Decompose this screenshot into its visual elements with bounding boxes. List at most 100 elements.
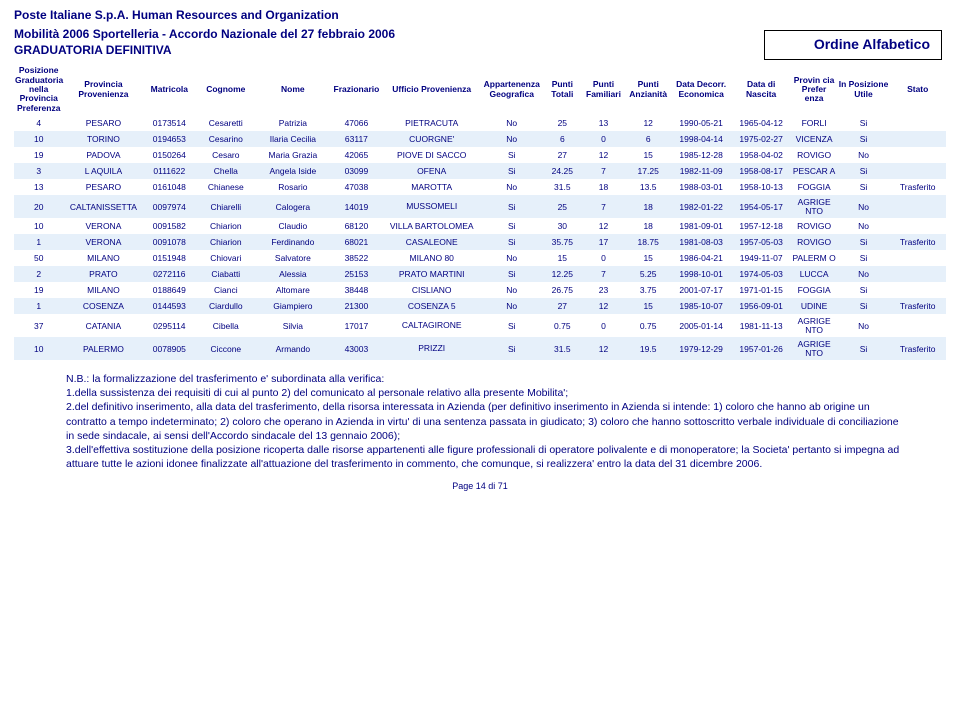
cell-cog: Ciabatti [195,266,256,282]
cell-util: Si [838,163,890,179]
cell-uff: COSENZA 5 [383,298,479,314]
cell-fraz: 63117 [329,131,383,147]
cell-fraz: 68021 [329,234,383,250]
cell-pref: AGRIGE NTO [791,195,838,218]
cell-pt: 30 [543,218,581,234]
cell-mat: 0091582 [143,218,195,234]
cell-mat: 0091078 [143,234,195,250]
cell-prov: TORINO [63,131,143,147]
cell-geo: Si [480,266,544,282]
col-header: Cognome [195,64,256,115]
cell-de: 1982-01-22 [671,195,732,218]
table-row: 1COSENZA0144593CiardulloGiampiero21300CO… [14,298,946,314]
cell-de: 2001-07-17 [671,282,732,298]
cell-pa: 19.5 [626,337,671,360]
cell-cog: Ciccone [195,337,256,360]
cell-pt: 31.5 [543,179,581,195]
cell-mat: 0151948 [143,250,195,266]
cell-pa: 15 [626,250,671,266]
cell-prov: L AQUILA [63,163,143,179]
cell-pf: 12 [581,298,626,314]
cell-stato: Trasferito [889,234,946,250]
footnote: N.B.: la formalizzazione del trasferimen… [66,372,906,471]
cell-pf: 17 [581,234,626,250]
cell-mat: 0144593 [143,298,195,314]
cell-nome: Patrizia [256,115,329,131]
cell-prov: COSENZA [63,298,143,314]
cell-prov: PADOVA [63,147,143,163]
cell-stato [889,250,946,266]
cell-util: Si [838,337,890,360]
cell-pf: 12 [581,337,626,360]
cell-uff: CASALEONE [383,234,479,250]
col-header: Data Decorr. Economica [671,64,732,115]
cell-util: No [838,218,890,234]
cell-geo: Si [480,218,544,234]
cell-mat: 0150264 [143,147,195,163]
table-row: 1VERONA0091078ChiarionFerdinando68021CAS… [14,234,946,250]
cell-prov: PESARO [63,115,143,131]
cell-uff: MUSSOMELI [383,195,479,218]
cell-cog: Chella [195,163,256,179]
cell-stato [889,115,946,131]
cell-dn: 1954-05-17 [732,195,791,218]
cell-de: 2005-01-14 [671,314,732,337]
cell-pref: LUCCA [791,266,838,282]
table-row: 10VERONA0091582ChiarionClaudio68120VILLA… [14,218,946,234]
table-row: 10PALERMO0078905CicconeArmando43003PRIZZ… [14,337,946,360]
title-line1: Mobilità 2006 Sportelleria - Accordo Naz… [14,27,395,41]
cell-pt: 31.5 [543,337,581,360]
cell-cog: Chianese [195,179,256,195]
cell-nome: Silvia [256,314,329,337]
col-header: Punti Anzianità [626,64,671,115]
cell-pos: 19 [14,282,63,298]
cell-geo: No [480,282,544,298]
cell-prov: MILANO [63,250,143,266]
cell-pa: 13.5 [626,179,671,195]
cell-stato: Trasferito [889,337,946,360]
ordine-label: Ordine Alfabetico [814,36,930,52]
cell-pref: UDINE [791,298,838,314]
cell-mat: 0097974 [143,195,195,218]
cell-pref: FOGGIA [791,179,838,195]
cell-stato [889,282,946,298]
cell-stato [889,195,946,218]
cell-pos: 10 [14,218,63,234]
cell-de: 1986-04-21 [671,250,732,266]
cell-pf: 7 [581,266,626,282]
cell-stato: Trasferito [889,298,946,314]
col-header: Stato [889,64,946,115]
cell-de: 1981-08-03 [671,234,732,250]
cell-pos: 10 [14,131,63,147]
col-header: Ufficio Provenienza [383,64,479,115]
cell-pf: 23 [581,282,626,298]
cell-pa: 3.75 [626,282,671,298]
cell-stato: Trasferito [889,179,946,195]
col-header: Punti Familiari [581,64,626,115]
cell-prov: MILANO [63,282,143,298]
cell-pf: 13 [581,115,626,131]
cell-uff: MILANO 80 [383,250,479,266]
cell-de: 1998-04-14 [671,131,732,147]
cell-mat: 0295114 [143,314,195,337]
table-row: 20CALTANISSETTA0097974ChiarelliCalogera1… [14,195,946,218]
table-row: 10TORINO0194653CesarinoIlaria Cecilia631… [14,131,946,147]
cell-fraz: 68120 [329,218,383,234]
cell-util: Si [838,282,890,298]
cell-nome: Angela Iside [256,163,329,179]
cell-de: 1985-10-07 [671,298,732,314]
cell-cog: Chiovari [195,250,256,266]
cell-uff: OFENA [383,163,479,179]
cell-pref: ROVIGO [791,218,838,234]
cell-geo: Si [480,337,544,360]
cell-util: No [838,195,890,218]
cell-geo: Si [480,234,544,250]
cell-prov: CALTANISSETTA [63,195,143,218]
data-table: Posizione Graduatoria nella Provincia Pr… [14,64,946,360]
cell-pt: 6 [543,131,581,147]
cell-pa: 18 [626,195,671,218]
cell-nome: Maria Grazia [256,147,329,163]
cell-de: 1982-11-09 [671,163,732,179]
cell-nome: Ilaria Cecilia [256,131,329,147]
cell-stato [889,266,946,282]
